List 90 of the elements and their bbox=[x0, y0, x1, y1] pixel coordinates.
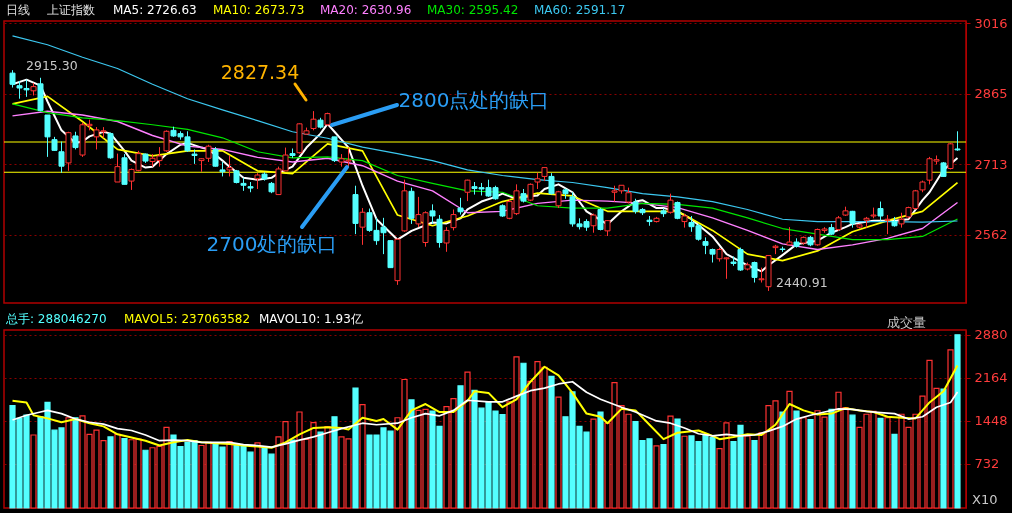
candlestick bbox=[310, 110, 317, 131]
bar bbox=[408, 399, 415, 509]
bar bbox=[674, 418, 681, 509]
bar bbox=[681, 435, 688, 509]
candlestick bbox=[884, 214, 891, 235]
bar bbox=[954, 334, 961, 509]
bar bbox=[849, 414, 856, 509]
text: MA60: 2591.17 bbox=[534, 3, 626, 17]
candlestick bbox=[443, 226, 450, 253]
bar bbox=[226, 441, 233, 509]
bar bbox=[464, 371, 471, 509]
y-tick-label: 2865 bbox=[974, 86, 1008, 102]
bar bbox=[555, 396, 562, 509]
candlestick bbox=[44, 114, 51, 158]
candlestick bbox=[163, 129, 170, 153]
bar bbox=[324, 426, 331, 509]
bar bbox=[107, 436, 114, 509]
candlestick bbox=[331, 136, 338, 163]
bar bbox=[30, 434, 37, 509]
bar bbox=[660, 443, 667, 509]
bar bbox=[779, 411, 786, 509]
bar bbox=[520, 362, 527, 509]
bar bbox=[786, 390, 793, 509]
candlestick bbox=[114, 153, 121, 183]
y-axis-title: X10 bbox=[972, 492, 998, 507]
bar bbox=[800, 417, 807, 509]
text: MAVOL5: 237063582 bbox=[124, 312, 251, 326]
text: MAVOL10: 1.93亿 bbox=[259, 312, 363, 326]
line-series bbox=[11, 364, 959, 449]
bar bbox=[751, 440, 758, 509]
bar bbox=[597, 411, 604, 509]
chart-subtitle: 上证指数 bbox=[47, 3, 95, 17]
bar bbox=[940, 388, 947, 509]
bar bbox=[359, 404, 366, 509]
bar bbox=[828, 408, 835, 509]
text: MA10: 2673.73 bbox=[213, 3, 305, 17]
line-series bbox=[11, 35, 959, 223]
annotation: 2440.91 bbox=[776, 275, 828, 290]
bar bbox=[457, 385, 464, 509]
bar bbox=[891, 433, 898, 509]
bar bbox=[590, 418, 597, 509]
candlestick bbox=[464, 179, 471, 202]
candlestick bbox=[429, 203, 436, 225]
y-tick-label: 2562 bbox=[974, 227, 1008, 243]
candlestick bbox=[226, 154, 233, 177]
bar bbox=[793, 410, 800, 509]
candlestick bbox=[954, 130, 961, 152]
bar bbox=[877, 417, 884, 509]
text: MA20: 2630.96 bbox=[320, 3, 412, 17]
y-tick-label: 3016 bbox=[974, 15, 1008, 31]
bar bbox=[667, 415, 674, 509]
candlestick bbox=[877, 201, 884, 222]
bar bbox=[548, 375, 555, 509]
y-tick-label: 2164 bbox=[974, 370, 1008, 386]
y-tick-label: 1448 bbox=[974, 413, 1008, 429]
candlestick bbox=[359, 207, 366, 246]
bar bbox=[114, 433, 121, 509]
bar bbox=[352, 387, 359, 509]
candlestick bbox=[548, 172, 555, 196]
bar bbox=[142, 449, 149, 509]
annotation: 2915.30 bbox=[26, 58, 78, 73]
line-series bbox=[11, 380, 959, 448]
bar bbox=[65, 417, 72, 509]
candlestick bbox=[450, 208, 457, 231]
bar bbox=[807, 419, 814, 509]
y-tick-label: 2880 bbox=[974, 327, 1008, 343]
bar bbox=[744, 435, 751, 509]
chart-title: 成交量 bbox=[887, 315, 926, 330]
bar bbox=[254, 442, 261, 509]
annotation: 2827.34 bbox=[220, 61, 300, 83]
bar bbox=[331, 416, 338, 509]
text: MA30: 2595.42 bbox=[427, 3, 519, 17]
annotation: 2800点处的缺口 bbox=[398, 88, 550, 112]
y-tick-label: 732 bbox=[974, 456, 1000, 472]
bar bbox=[947, 349, 954, 509]
text: 总手: 288046270 bbox=[5, 312, 107, 326]
candlestick bbox=[58, 141, 65, 174]
candlestick bbox=[212, 146, 219, 168]
annotation: 2700处的缺口 bbox=[206, 232, 338, 256]
bar bbox=[884, 417, 891, 509]
bar bbox=[121, 437, 128, 509]
y-tick-label: 2713 bbox=[974, 156, 1008, 172]
bar bbox=[289, 439, 296, 509]
bar bbox=[317, 431, 324, 509]
chart-title: 日线 bbox=[6, 3, 30, 17]
text: MA5: 2726.63 bbox=[113, 3, 197, 17]
bar bbox=[72, 417, 79, 509]
bar bbox=[653, 445, 660, 509]
candlestick bbox=[436, 214, 443, 249]
candlestick bbox=[667, 193, 674, 215]
